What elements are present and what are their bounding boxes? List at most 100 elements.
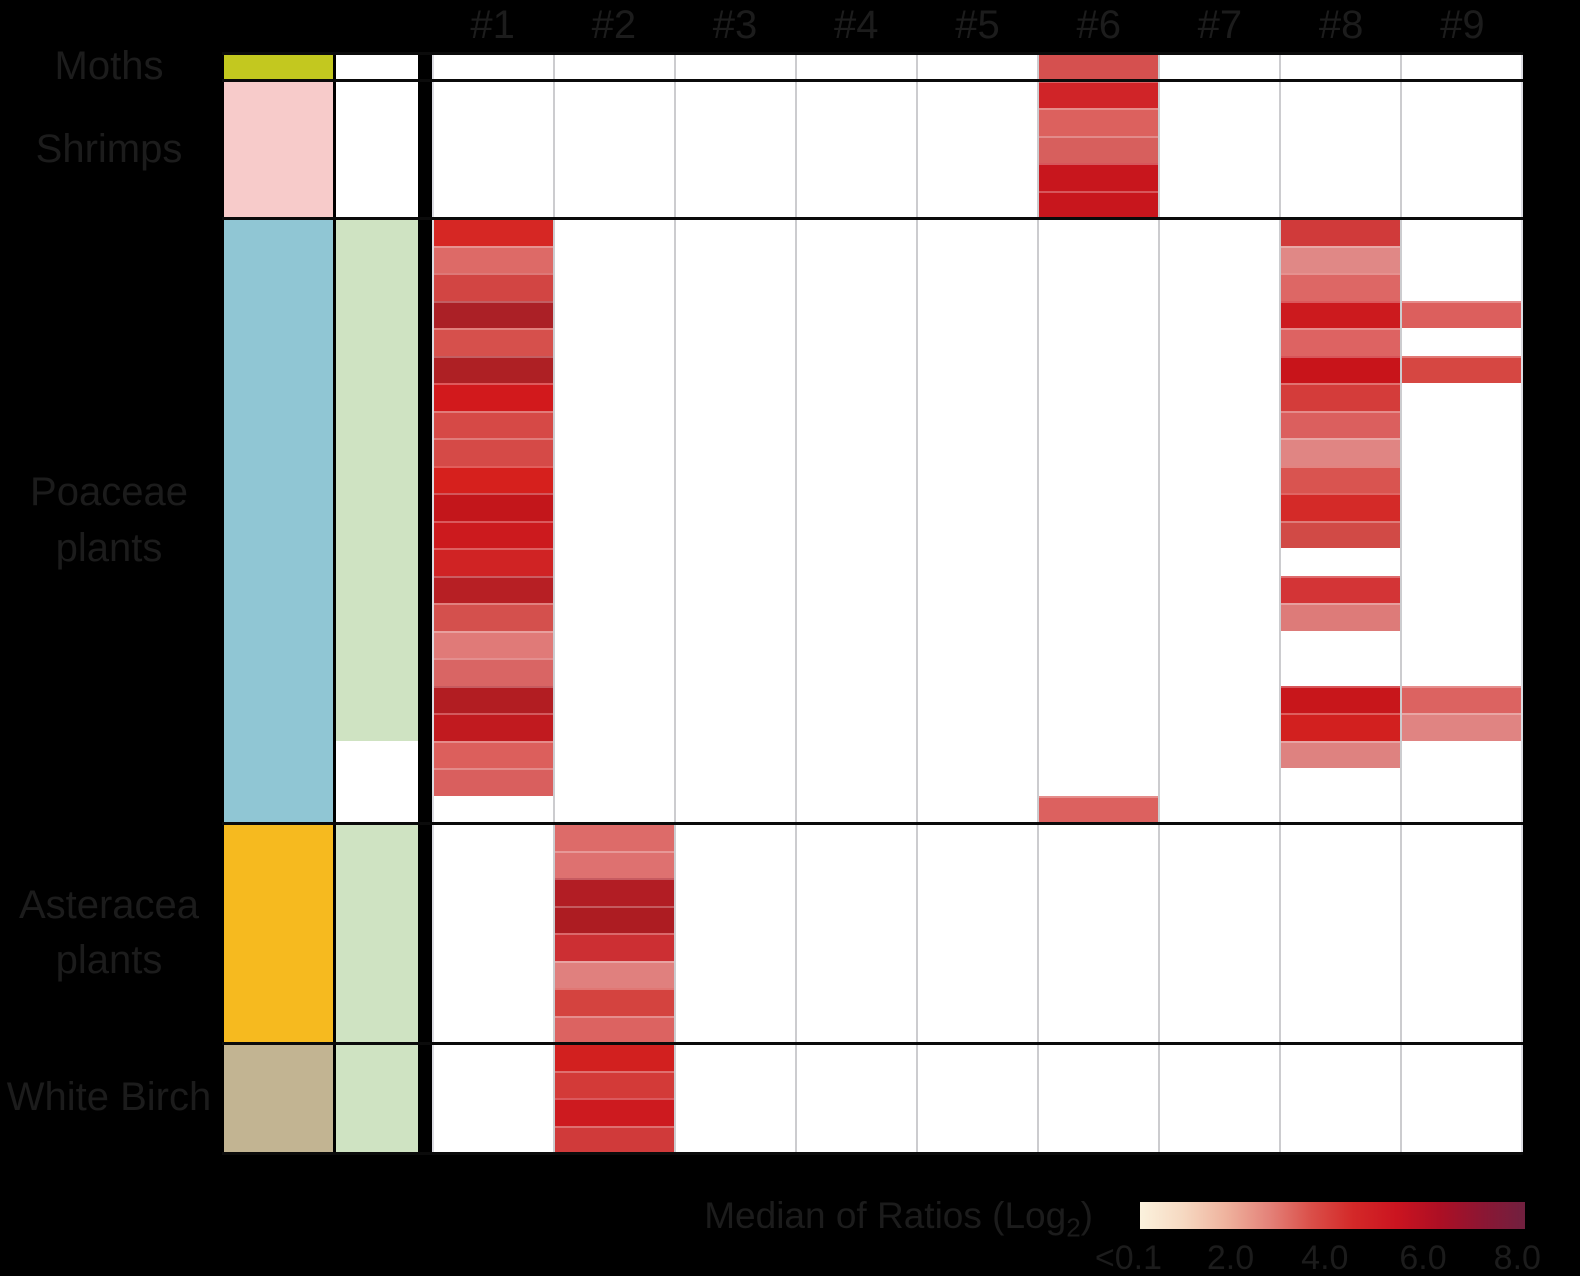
heatmap-cell [1160,713,1281,741]
heatmap-cell [1039,768,1160,796]
heatmap-cell [1402,905,1521,933]
group-separator-line [222,216,1523,220]
heatmap-cell [1281,493,1402,521]
heatmap-cell [918,1043,1039,1071]
heatmap-cell [797,355,918,383]
heatmap-cell [1039,438,1160,466]
heatmap-cell [1402,410,1521,438]
heatmap-cell [797,575,918,603]
sample-annotation-cell [336,823,418,851]
heatmap-cell [1160,768,1281,796]
heatmap-cell [1039,493,1160,521]
sample-annotation-cell [336,740,418,768]
heatmap-cell [676,988,797,1016]
heatmap-cell [1281,1070,1402,1098]
heatmap-row [434,383,1521,411]
heatmap-cell [1281,135,1402,163]
sample-annotation-cell [336,163,418,191]
heatmap-cell [1039,878,1160,906]
heatmap-cell [1160,1043,1281,1071]
heatmap-cell [797,905,918,933]
heatmap-cell [797,795,918,823]
legend-tick-label: 6.0 [1399,1239,1447,1276]
heatmap-cell [555,685,676,713]
heatmap-cell [676,80,797,108]
heatmap-cell [555,438,676,466]
heatmap-cell [555,163,676,191]
heatmap-cell [434,410,555,438]
heatmap-cell [1160,190,1281,218]
taxa-color-block [224,823,333,1043]
heatmap-cell [676,685,797,713]
heatmap-row [434,658,1521,686]
heatmap-cell [1281,410,1402,438]
sample-annotation-cell [336,713,418,741]
heatmap-cell [676,135,797,163]
heatmap-cell [676,658,797,686]
heatmap-cell [1281,383,1402,411]
heatmap-row [434,740,1521,768]
heatmap-cell [676,190,797,218]
heatmap-cell [918,685,1039,713]
heatmap-cell [1281,163,1402,191]
heatmap-cell [434,53,555,81]
heatmap-cell [1160,1015,1281,1043]
heatmap-cell [1281,685,1402,713]
column-header: #8 [1318,3,1364,47]
heatmap-cell [434,575,555,603]
heatmap-cell [918,465,1039,493]
heatmap-row [434,438,1521,466]
heatmap-cell [434,548,555,576]
group-separator-line [222,79,1523,82]
heatmap-cell [1160,438,1281,466]
heatmap-cell [797,988,918,1016]
heatmap-cell [1402,850,1521,878]
heatmap-cell [434,603,555,631]
heatmap-cell [918,383,1039,411]
sample-annotation-cell [336,245,418,273]
heatmap-cell [676,273,797,301]
heatmap-cell [1160,740,1281,768]
heatmap-cell [555,988,676,1016]
heatmap-cell [676,823,797,851]
heatmap-cell [555,960,676,988]
heatmap-cell [1160,960,1281,988]
heatmap-cell [1160,878,1281,906]
heatmap-cell [918,658,1039,686]
heatmap-cell [918,713,1039,741]
heatmap-cell [434,163,555,191]
heatmap-row [434,355,1521,383]
heatmap-cell [1160,493,1281,521]
heatmap-cell [676,960,797,988]
heatmap-cell [555,53,676,81]
heatmap-cell [676,493,797,521]
heatmap-cell [555,795,676,823]
heatmap-cell [676,383,797,411]
heatmap-cell [918,108,1039,136]
heatmap-row [434,548,1521,576]
heatmap-cell [1402,548,1521,576]
heatmap-cell [434,878,555,906]
heatmap-cell [1039,465,1160,493]
heatmap-cell [434,520,555,548]
heatmap-cell [555,245,676,273]
heatmap-cell [797,548,918,576]
heatmap-row [434,1070,1521,1098]
heatmap-cell [555,850,676,878]
sample-annotation-cell [336,300,418,328]
legend-tick-label: 8.0 [1493,1239,1541,1276]
heatmap-cell [918,878,1039,906]
heatmap-cell [676,878,797,906]
heatmap-cell [434,273,555,301]
heatmap-cell [1402,108,1521,136]
heatmap-cell [676,53,797,81]
heatmap-cell [1039,740,1160,768]
heatmap-cell [555,1125,676,1153]
group-separator-line [222,51,1523,55]
heatmap-cell [1281,740,1402,768]
group-label: Poaceae plants [0,218,218,823]
taxa-color-block [224,53,333,81]
heatmap-cell [555,383,676,411]
sample-annotation-cell [336,108,418,136]
heatmap-row [434,108,1521,136]
